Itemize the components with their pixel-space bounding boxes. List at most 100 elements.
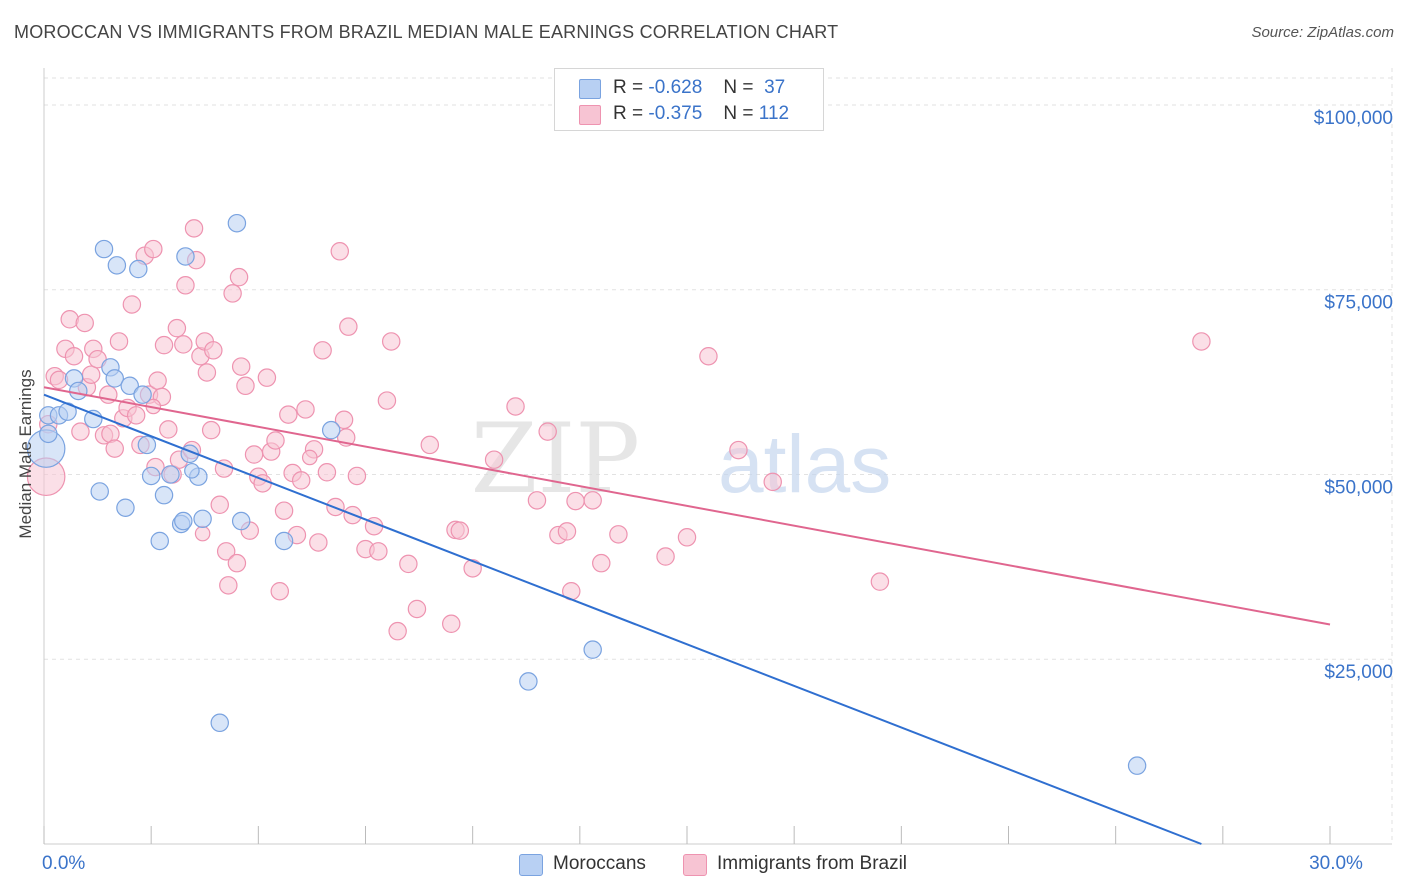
point-moroccans-17 [137,435,157,455]
legend-n-brazil: 112 [758,103,790,124]
bottom-legend-label-brazil: Immigrants from Brazil [717,853,908,874]
point-moroccans-29 [227,213,247,233]
point-brazil-7 [71,422,90,441]
point-brazil-47 [219,576,238,595]
point-moroccans-32 [321,420,341,440]
point-brazil-48 [223,284,242,303]
point-moroccans-33 [519,672,538,691]
point-brazil-93 [527,491,547,510]
point-moroccans-18 [141,466,161,486]
point-brazil-109 [194,525,211,542]
legend-text-brazil: R = -0.375 N = 112 [613,103,790,124]
point-brazil-90 [463,559,482,578]
point-brazil-5 [60,310,79,329]
point-brazil-41 [197,363,217,382]
point-brazil-27 [148,371,167,390]
point-brazil-10 [81,365,101,384]
chart-title: MOROCCAN VS IMMIGRANTS FROM BRAZIL MEDIA… [14,22,839,42]
point-moroccans-6 [69,381,88,401]
point-brazil-66 [296,400,315,419]
legend-text-moroccans: R = -0.628 N = 37 [613,77,786,98]
point-brazil-101 [609,525,628,544]
point-brazil-81 [377,391,397,410]
point-brazil-96 [557,522,577,541]
point-brazil-72 [330,242,350,261]
point-brazil-100 [592,553,611,573]
point-brazil-44 [210,495,229,515]
point-brazil-21 [126,406,146,425]
point-brazil-110 [301,449,318,466]
point-brazil-85 [407,599,427,619]
point-brazil-32 [167,318,187,338]
point-moroccans-16 [133,385,152,404]
point-moroccans-24 [176,247,195,266]
point-moroccans-15 [129,259,148,279]
point-moroccans-27 [193,509,212,529]
point-brazil-59 [266,431,285,450]
point-moroccans-11 [105,369,124,388]
source-label: Source: ZipAtlas.com [1251,24,1394,41]
point-brazil-49 [227,553,247,573]
point-brazil-20 [122,295,142,314]
point-brazil-77 [347,466,367,486]
trend-line-moroccans [43,393,1202,845]
point-brazil-82 [381,332,401,351]
point-brazil-105 [729,440,748,460]
point-brazil-34 [174,335,193,354]
bottom-legend-swatch-moroccans [519,854,543,876]
point-brazil-92 [506,397,525,416]
point-brazil-54 [244,445,264,464]
point-brazil-69 [313,341,332,360]
legend-n-moroccans: 37 [764,77,786,98]
point-moroccans-9 [94,239,114,259]
bottom-legend-label-moroccans: Moroccans [553,853,646,874]
point-moroccans-13 [116,498,135,517]
point-brazil-62 [279,405,298,424]
point-brazil-108 [1192,332,1211,351]
point-moroccans-30 [231,511,251,531]
y-tick-label-3: $100,000 [1314,108,1393,129]
point-brazil-94 [538,422,557,441]
point-brazil-80 [369,542,388,561]
y-tick-label-1: $50,000 [1324,477,1393,498]
point-brazil-51 [231,357,251,376]
legend-swatch-brazil [579,105,601,125]
point-brazil-83 [388,621,407,641]
point-brazil-43 [204,341,223,360]
x-tick-label-1: 30.0% [1309,853,1363,874]
point-brazil-52 [236,376,255,396]
bottom-legend-swatch-brazil [683,854,707,876]
point-brazil-61 [274,501,294,520]
point-moroccans-14 [120,376,139,396]
watermark-atlas: atlas [718,419,891,510]
tick-labels: $25,000 $50,000 $75,000 $100,000 0.0% 30.0% [42,108,1393,874]
x-tick-label-0: 0.0% [42,853,85,874]
point-moroccans-20 [154,485,174,505]
point-brazil-98 [566,491,585,511]
point-brazil-84 [399,554,418,574]
point-brazil-103 [677,528,697,547]
point-brazil-46 [216,542,236,561]
point-brazil-86 [420,435,440,455]
series-moroccans-points [26,213,1147,775]
point-brazil-106 [763,472,782,492]
point-brazil-35 [176,276,195,295]
point-moroccans-8 [90,482,109,501]
legend-r-moroccans: -0.628 [648,77,703,98]
point-moroccans-35 [1127,756,1147,775]
point-moroccans-2 [39,424,58,444]
point-moroccans-36 [184,462,200,479]
point-brazil-60 [270,582,290,601]
point-brazil-6 [64,346,84,366]
point-brazil-91 [484,450,504,469]
point-moroccans-12 [107,256,127,275]
point-brazil-42 [201,420,221,440]
trend-lines [43,386,1331,845]
point-brazil-75 [339,317,358,336]
point-brazil-50 [229,267,249,287]
point-brazil-29 [154,335,174,355]
point-brazil-17 [109,332,129,351]
point-brazil-37 [184,219,204,238]
point-brazil-25 [144,239,163,259]
